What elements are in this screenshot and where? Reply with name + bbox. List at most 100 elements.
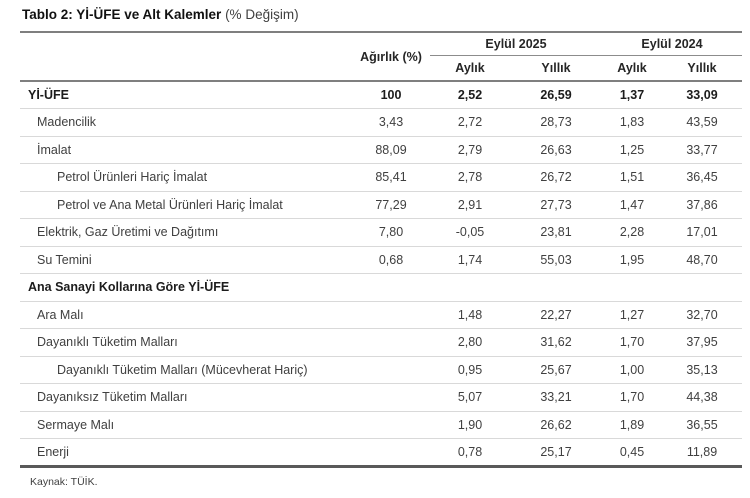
- cell-value: 100: [380, 88, 402, 102]
- row-label: Petrol ve Ana Metal Ürünleri Hariç İmala…: [57, 197, 283, 212]
- table-row: Ana Sanayi Kollarına Göre Yİ-ÜFE: [20, 274, 742, 302]
- cell-value: [352, 384, 430, 412]
- cell-value: 25,67: [540, 362, 572, 377]
- cell-value: 1,74: [457, 252, 483, 267]
- table-row: Dayanıklı Tüketim Malları (Mücevherat Ha…: [20, 356, 742, 384]
- table-row: Elektrik, Gaz Üretimi ve Dağıtımı 7,80 -0,…: [20, 219, 742, 246]
- header-group-eylul-2024: Eylül 2024: [602, 32, 742, 56]
- table-title-bold: Tablo 2: Yİ-ÜFE ve Alt Kalemler: [22, 7, 222, 22]
- cell-value: 2,80: [457, 335, 483, 350]
- table-row: Enerji 0,78 25,17 0,45 11,89: [20, 439, 742, 467]
- row-label: İmalat: [37, 142, 72, 157]
- cell-value: 0,68: [378, 252, 404, 267]
- cell-value: 37,95: [686, 335, 718, 350]
- cell-value: 11,89: [686, 444, 718, 459]
- header-corner-cell: [20, 32, 352, 82]
- cell-value: 44,38: [686, 390, 718, 405]
- row-label: Ana Sanayi Kollarına Göre Yİ-ÜFE: [28, 280, 230, 295]
- cell-value: 33,09: [686, 88, 718, 102]
- cell-value: 1,27: [619, 307, 645, 322]
- cell-value: [430, 274, 510, 302]
- header-group-eylul-2025: Eylül 2025: [430, 32, 602, 56]
- table-row: İmalat 88,09 2,79 26,63 1,25 33,77: [20, 136, 742, 164]
- cell-value: 1,70: [619, 335, 645, 350]
- cell-value: 1,51: [619, 170, 645, 185]
- cell-value: 33,77: [686, 142, 718, 157]
- cell-value: 2,28: [619, 225, 645, 240]
- header-yearly-2024: Yıllık: [662, 55, 742, 82]
- cell-value: [352, 439, 430, 467]
- table-row: Ara Malı 1,48 22,27 1,27 32,70: [20, 301, 742, 329]
- table-row: Dayanıksız Tüketim Malları 5,07 33,21 1,70 4…: [20, 384, 742, 412]
- table-header: Ağırlık (%) Eylül 2025 Eylül 2024 Aylık …: [20, 32, 742, 82]
- header-sub-row: Aylık Yıllık Aylık Yıllık: [20, 55, 742, 82]
- cell-value: [602, 274, 662, 302]
- cell-value: 3,43: [378, 115, 404, 130]
- cell-value: 31,62: [540, 335, 572, 350]
- cell-value: 1,48: [457, 307, 483, 322]
- table-row: Dayanıklı Tüketim Malları 2,80 31,62 1,70 37…: [20, 329, 742, 357]
- cell-value: [352, 411, 430, 439]
- cell-value: 27,73: [540, 197, 572, 212]
- cell-value: 2,52: [457, 88, 483, 102]
- table-row: Yİ-ÜFE 100 2,52 26,59 1,37 33,09: [20, 81, 742, 109]
- row-label: Yİ-ÜFE: [28, 88, 69, 102]
- table-title: Tablo 2: Yİ-ÜFE ve Alt Kalemler (% Değiş…: [22, 7, 750, 22]
- cell-value: 2,79: [457, 142, 483, 157]
- cell-value: 37,86: [686, 197, 718, 212]
- cell-value: 23,81: [540, 225, 572, 240]
- table-row: Madencilik 3,43 2,72 28,73 1,83 43,59: [20, 109, 742, 136]
- header-monthly-2025: Aylık: [430, 55, 510, 82]
- cell-value: 1,70: [619, 390, 645, 405]
- table-body: Yİ-ÜFE 100 2,52 26,59 1,37 33,09 Madencilik 3,4…: [20, 81, 742, 466]
- table-row: Su Temini 0,68 1,74 55,03 1,95 48,70: [20, 246, 742, 274]
- cell-value: [510, 274, 602, 302]
- cell-value: 1,95: [619, 252, 645, 267]
- cell-value: 1,37: [619, 88, 645, 102]
- row-label: Dayanıklı Tüketim Malları: [37, 335, 178, 350]
- cell-value: [352, 329, 430, 357]
- cell-value: 1,25: [619, 142, 645, 157]
- cell-value: 33,21: [540, 390, 572, 405]
- cell-value: -0,05: [455, 225, 485, 240]
- table-row: Sermaye Malı 1,90 26,62 1,89 36,55: [20, 411, 742, 439]
- cell-value: 85,41: [375, 170, 407, 185]
- row-label: Dayanıksız Tüketim Malları: [37, 390, 188, 405]
- cell-value: 0,95: [457, 362, 483, 377]
- cell-value: 1,89: [619, 417, 645, 432]
- cell-value: 88,09: [375, 142, 407, 157]
- table-row: Petrol Ürünleri Hariç İmalat 85,41 2,78 26,…: [20, 164, 742, 191]
- cell-value: 7,80: [378, 225, 404, 240]
- cell-value: 26,62: [540, 417, 572, 432]
- cell-value: 36,45: [686, 170, 718, 185]
- cell-value: 43,59: [686, 115, 718, 130]
- table-row: Petrol ve Ana Metal Ürünleri Hariç İmala…: [20, 191, 742, 219]
- cell-value: 26,72: [540, 170, 572, 185]
- cell-value: 28,73: [540, 115, 572, 130]
- header-monthly-2024: Aylık: [602, 55, 662, 82]
- cell-value: [352, 356, 430, 384]
- row-label: Ara Malı: [37, 307, 84, 322]
- cell-value: 5,07: [457, 390, 483, 405]
- cell-value: [662, 274, 742, 302]
- cell-value: 48,70: [686, 252, 718, 267]
- cell-value: 2,78: [457, 170, 483, 185]
- cell-value: 0,78: [457, 444, 483, 459]
- cell-value: 2,72: [457, 115, 483, 130]
- row-label: Sermaye Malı: [37, 417, 115, 432]
- cell-value: 1,00: [619, 362, 645, 377]
- cell-value: 2,91: [457, 197, 483, 212]
- cell-value: 1,90: [457, 417, 483, 432]
- header-weight: Ağırlık (%): [352, 32, 430, 82]
- cell-value: 1,83: [619, 115, 645, 130]
- cell-value: 1,47: [619, 197, 645, 212]
- table-title-unit: (% Değişim): [221, 7, 299, 22]
- row-label: Enerji: [37, 444, 69, 459]
- cell-value: 32,70: [686, 307, 718, 322]
- cell-value: 35,13: [686, 362, 718, 377]
- cell-value: 22,27: [540, 307, 572, 322]
- cell-value: 25,17: [540, 444, 572, 459]
- header-year-row: Ağırlık (%) Eylül 2025 Eylül 2024: [20, 32, 742, 82]
- cell-value: 55,03: [540, 252, 572, 267]
